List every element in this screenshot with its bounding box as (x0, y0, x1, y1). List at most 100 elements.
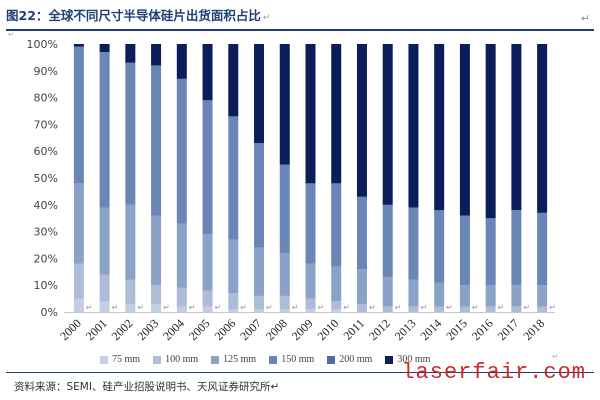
bar-segment (511, 306, 522, 312)
y-tick-label: 40% (34, 199, 58, 212)
figure-header: 图22：全球不同尺寸半导体硅片出货面积占比 ↵ (6, 5, 594, 31)
bar-segment (202, 234, 213, 291)
bar-segment (356, 44, 367, 197)
bar-segment (459, 44, 470, 216)
bar-return-mark: ↵ (498, 303, 505, 312)
bar-segment (331, 183, 342, 267)
x-tick-label: 2015 (443, 316, 470, 343)
legend-label: 300 mm (397, 354, 431, 365)
bar-segment (408, 279, 419, 307)
y-tick-label: 10% (34, 279, 58, 292)
x-tick-label: 2000 (57, 316, 84, 343)
left-return-mark: ↵ (8, 30, 15, 39)
bar-segment (305, 309, 316, 312)
bar-segment (279, 295, 290, 310)
bar-segment (228, 116, 239, 240)
legend-label: 125 mm (223, 354, 257, 365)
bar-segment (228, 44, 239, 117)
bar-return-mark: ↵ (523, 303, 530, 312)
x-tick-label: 2016 (469, 316, 496, 343)
bar-segment (356, 269, 367, 304)
bar-segment (125, 303, 136, 312)
bar-segment (202, 100, 213, 235)
y-tick-label: 50% (34, 172, 58, 185)
legend-label: 75 mm (112, 354, 141, 365)
bar-segment (99, 44, 110, 53)
bar-return-mark: ↵ (343, 303, 350, 312)
bar-segment (202, 44, 213, 101)
x-tick-label: 2001 (83, 316, 110, 343)
bar-segment (254, 247, 265, 296)
x-tick-label: 2017 (495, 316, 522, 343)
bar-segment (202, 290, 213, 307)
bar-segment (331, 266, 342, 302)
bar-segment (125, 62, 136, 205)
legend-label: 100 mm (165, 354, 199, 365)
bar-segment (511, 285, 522, 307)
bar-segment (254, 295, 265, 310)
bar-segment (228, 293, 239, 310)
corner-return-mark: ↵ (580, 12, 590, 25)
bar-segment (73, 44, 84, 47)
bar-segment (382, 204, 393, 278)
bar-segment (176, 78, 187, 224)
legend-item: 150 mm (269, 354, 314, 365)
bar-segment (151, 44, 162, 66)
bar-segment (331, 44, 342, 184)
bar-segment (408, 44, 419, 208)
title-return-mark: ↵ (262, 13, 271, 23)
bar-segment (279, 164, 290, 254)
x-tick-label: 2003 (134, 316, 161, 343)
bar-return-mark: ↵ (215, 303, 222, 312)
bar-segment (99, 274, 110, 302)
bar-segment (202, 306, 213, 312)
bar-segment (125, 44, 136, 63)
legend-swatch (269, 355, 278, 364)
x-tick-label: 2006 (212, 316, 239, 343)
x-tick-label: 2005 (186, 316, 213, 343)
bar-segment (305, 183, 316, 264)
bar-segment (434, 282, 445, 307)
bar-segment (356, 196, 367, 270)
bar-segment (537, 285, 548, 307)
y-tick-label: 90% (34, 65, 58, 78)
bar-segment (537, 44, 548, 213)
x-tick-label: 2007 (237, 316, 264, 343)
x-tick-label: 2002 (109, 316, 136, 343)
bar-segment (151, 285, 162, 304)
bar-segment (176, 287, 187, 307)
legend-swatch (327, 355, 336, 364)
bar-segment (305, 263, 316, 299)
legend-swatch (153, 355, 162, 364)
bar-segment (511, 44, 522, 211)
x-tick-label: 2008 (263, 316, 290, 343)
legend-label: 200 mm (339, 354, 373, 365)
bar-segment (151, 215, 162, 286)
x-tick-label: 2009 (289, 316, 316, 343)
legend-item: 100 mm (153, 354, 198, 365)
bar-return-mark: ↵ (318, 303, 325, 312)
bar-segment (356, 303, 367, 312)
bar-segment (331, 301, 342, 310)
bar-segment (151, 65, 162, 216)
x-tick-label: 2013 (392, 316, 419, 343)
bar-segment (408, 306, 419, 312)
bar-segment (485, 306, 496, 312)
y-tick-label: 100% (27, 38, 58, 51)
bar-segment (254, 309, 265, 312)
stacked-bar-chart: 0%10%20%30%40%50%60%70%80%90%100%↵2000↵2… (27, 38, 556, 343)
bar-segment (151, 303, 162, 312)
bar-return-mark: ↵ (420, 303, 427, 312)
bar-return-mark: ↵ (395, 303, 402, 312)
bar-segment (485, 218, 496, 286)
y-tick-label: 60% (34, 145, 58, 158)
x-tick-label: 2014 (417, 316, 444, 343)
watermark-text: laserfair.com (401, 360, 586, 385)
bar-return-mark: ↵ (549, 303, 556, 312)
bar-segment (459, 306, 470, 312)
bar-segment (382, 44, 393, 205)
bar-segment (511, 210, 522, 286)
x-tick-label: 2011 (341, 316, 368, 343)
bar-return-mark: ↵ (240, 303, 247, 312)
legend-label: 150 mm (281, 354, 315, 365)
